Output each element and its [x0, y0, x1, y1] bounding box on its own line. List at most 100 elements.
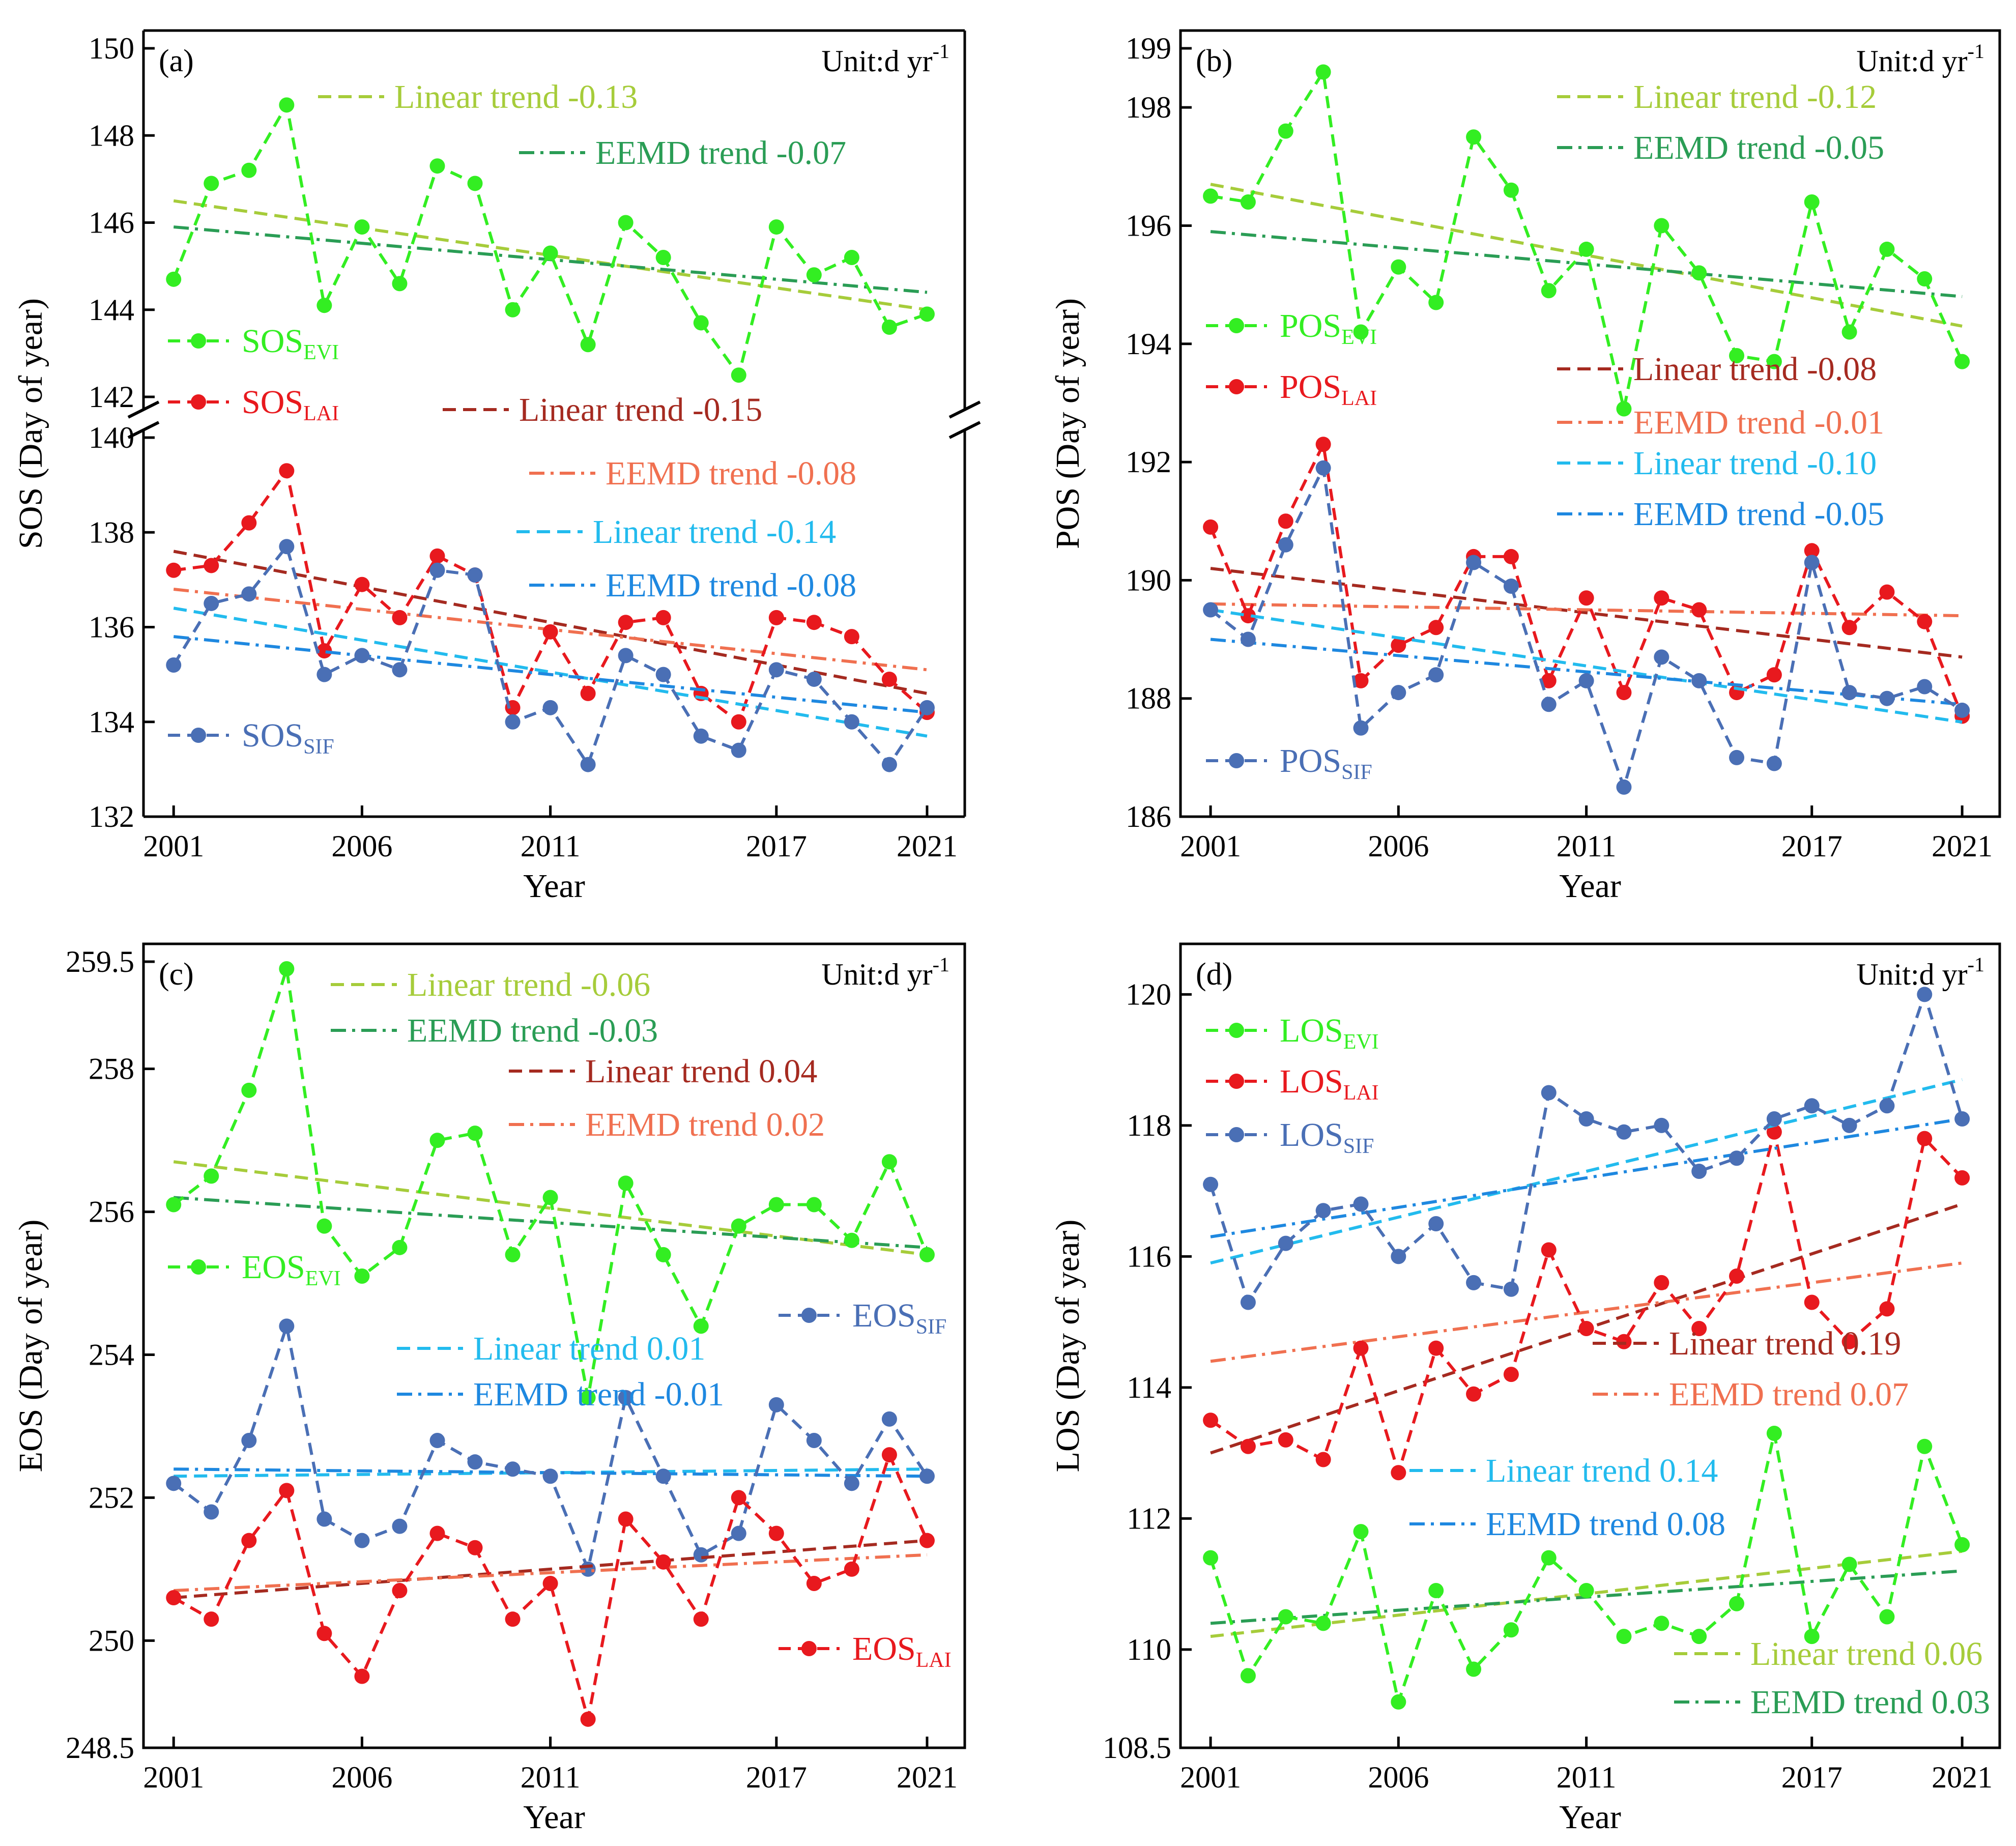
data-point [1691, 1629, 1707, 1645]
data-point [806, 1433, 822, 1449]
data-point [1503, 1281, 1519, 1297]
data-point [1691, 265, 1707, 281]
legend-entry-trend: Linear trend -0.14 [516, 513, 836, 551]
data-point [731, 1218, 746, 1234]
data-point [844, 1476, 859, 1491]
series-sif [1203, 460, 1970, 795]
legend-entry-trend: EEMD trend -0.07 [519, 134, 846, 171]
data-point [806, 267, 822, 283]
data-point [467, 176, 483, 191]
data-point [1503, 1367, 1519, 1382]
panel-label: (c) [159, 957, 194, 992]
data-point [844, 250, 859, 265]
panel-a: 142 144 146 148 150 132 134 136 138 140 2001 2006 20… [12, 29, 981, 905]
legend-entry-trend: EEMD trend -0.01 [397, 1376, 724, 1413]
legend-label: LOSEVI [1280, 1012, 1379, 1054]
data-point [1203, 602, 1219, 618]
data-point [1917, 1131, 1933, 1146]
x-tick-label: 2017 [746, 1761, 807, 1794]
data-point [844, 714, 859, 730]
data-point [881, 671, 897, 687]
data-point [1203, 519, 1219, 535]
y-tick-label: 258 [89, 1052, 134, 1086]
data-point [1691, 673, 1707, 688]
data-point [542, 624, 558, 640]
linear-trend-line [173, 199, 928, 311]
y-tick-label: 132 [89, 800, 134, 833]
data-point [580, 685, 596, 701]
y-tick-label: 252 [89, 1481, 134, 1514]
data-point [354, 576, 370, 592]
x-tick-label: 2011 [521, 829, 581, 863]
data-point [542, 245, 558, 261]
y-tick-label: 190 [1126, 563, 1171, 597]
data-point [768, 219, 784, 235]
data-point [316, 1511, 332, 1527]
y-tick-label: 144 [89, 293, 134, 327]
data-point [1203, 1412, 1219, 1428]
legend-entry-trend: Linear trend -0.15 [443, 391, 762, 428]
legend-marker [1229, 379, 1244, 394]
data-point [768, 1197, 784, 1213]
legend-entry-trend: Linear trend -0.12 [1557, 78, 1877, 116]
legend-trend-label: Linear trend -0.14 [593, 513, 836, 551]
unit-sup: -1 [933, 40, 949, 63]
x-axis-title: Year [523, 1799, 585, 1836]
data-point [919, 1247, 935, 1262]
y-tick-label: 248.5 [66, 1731, 134, 1765]
y-tick-label: 142 [89, 380, 134, 414]
data-point [1879, 584, 1895, 600]
data-point [279, 463, 295, 479]
y-tick-label: 118 [1127, 1109, 1171, 1142]
data-point [655, 1247, 671, 1262]
data-point [354, 648, 370, 664]
data-point [1353, 720, 1369, 736]
unit-label: Unit:d yr-1 [821, 40, 949, 78]
data-point [1391, 638, 1406, 653]
data-point [1954, 702, 1970, 718]
data-point [166, 271, 182, 287]
data-point [618, 615, 633, 630]
data-point [1391, 685, 1406, 701]
data-point [166, 657, 182, 673]
data-point [1578, 241, 1594, 257]
unit-text: Unit:d yr [821, 958, 932, 991]
panel-label: (b) [1196, 44, 1232, 78]
legend-subscript: LAI [1341, 387, 1377, 410]
x-axis-title: Year [1559, 868, 1621, 905]
data-point [1841, 1117, 1857, 1133]
legend-entry-trend: EEMD trend -0.05 [1557, 496, 1884, 533]
legend-marker [801, 1308, 817, 1323]
data-point [241, 1433, 257, 1449]
y-tick-label: 114 [1127, 1371, 1171, 1404]
y-tick-label: 116 [1127, 1239, 1171, 1273]
data-point [580, 1390, 596, 1405]
x-tick-label: 2011 [1557, 1761, 1617, 1794]
data-point [1466, 555, 1482, 570]
legend-name: LOS [1280, 1116, 1343, 1153]
data-point [279, 1483, 295, 1498]
legend-label: EOSLAI [852, 1630, 952, 1672]
x-tick-label: 2011 [521, 1761, 581, 1794]
eemd-trend-line [1210, 230, 1963, 298]
legend-trend-label: EEMD trend -0.05 [1633, 129, 1884, 166]
legend-trend-label: EEMD trend -0.07 [595, 134, 846, 171]
y-tick-label: 120 [1126, 977, 1171, 1011]
legend-marker [191, 728, 206, 743]
data-point [881, 1411, 897, 1427]
plot-frame [1179, 29, 2001, 818]
linear-trend-line [173, 550, 928, 695]
data-point [655, 1554, 671, 1570]
data-point [542, 1468, 558, 1484]
data-point [693, 1611, 709, 1627]
series-lai [1203, 437, 1970, 724]
data-point [467, 567, 483, 583]
axis-break-mark [948, 421, 981, 439]
legend-subscript: EVI [305, 1267, 341, 1290]
series-lai [166, 1447, 935, 1727]
legend-entry-trend: Linear trend 0.14 [1409, 1452, 1718, 1489]
legend-entry-trend: Linear trend 0.06 [1674, 1635, 1982, 1672]
y-axis-title: LOS (Day of year) [1049, 1220, 1086, 1473]
data-point [881, 320, 897, 335]
x-tick-label: 2017 [1781, 829, 1842, 863]
